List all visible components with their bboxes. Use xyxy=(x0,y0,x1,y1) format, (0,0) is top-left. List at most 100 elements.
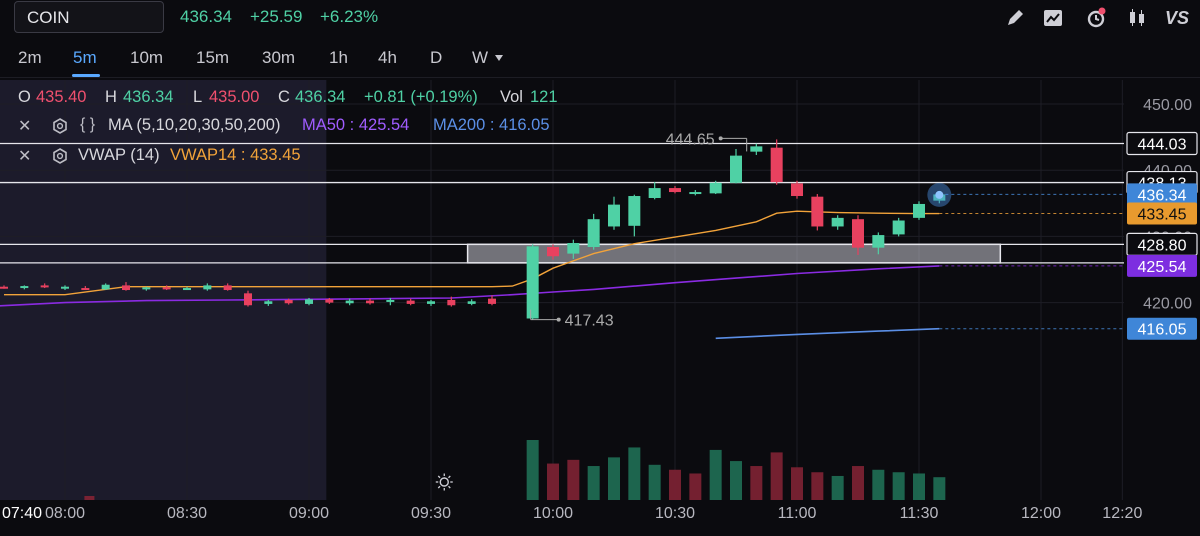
price-tag-label: 425.54 xyxy=(1138,259,1187,276)
candle-body xyxy=(831,217,844,227)
close-icon[interactable]: ✕ xyxy=(18,118,32,135)
ma200-value: MA200 : 416.05 xyxy=(433,116,550,134)
price-change: +25.59 xyxy=(250,7,303,26)
price-tag xyxy=(1127,317,1197,340)
x-tick-label: 11:30 xyxy=(900,505,939,522)
last-price: 436.34 xyxy=(180,7,232,26)
volume-bar xyxy=(831,475,844,502)
candle-body xyxy=(567,243,580,254)
candle-body xyxy=(689,192,702,195)
candle-body xyxy=(750,146,763,152)
x-tick-label: 11:00 xyxy=(778,505,817,522)
price-chart[interactable]: 444.65417.43450.00440.00430.00420.00444.… xyxy=(0,80,1200,536)
low-marker-dot xyxy=(556,317,561,322)
vwap-value: VWAP14 : 433.45 xyxy=(170,146,301,164)
candle-body xyxy=(811,196,824,227)
x-tick-label: 08:30 xyxy=(167,505,207,522)
price-change-pct: +6.23% xyxy=(320,7,379,26)
tab-d[interactable]: D xyxy=(430,48,443,67)
x-tick-label: 12:00 xyxy=(1021,505,1061,522)
volume-bar xyxy=(709,449,722,502)
close-value: 436.34 xyxy=(295,88,346,106)
tab-30m[interactable]: 30m xyxy=(262,48,296,67)
volume-bar xyxy=(628,447,641,502)
ma-name: MA (5,10,20,30,50,200) xyxy=(108,116,281,134)
x-tick-label: 10:30 xyxy=(655,505,695,522)
volume-bar xyxy=(852,466,864,502)
candle-body xyxy=(162,287,171,290)
level-tag-label: 428.80 xyxy=(1138,237,1187,254)
alert-clock-icon[interactable] xyxy=(1084,5,1110,31)
active-tab-indicator xyxy=(72,74,100,77)
ma50-value: MA50 : 425.54 xyxy=(302,116,410,134)
last-price-dot xyxy=(935,190,944,199)
candles-icon[interactable] xyxy=(1124,5,1150,31)
chart-trend-icon[interactable] xyxy=(1040,5,1066,31)
volume-bar xyxy=(913,473,925,502)
x-tick-label: 09:00 xyxy=(289,505,329,522)
sun-icon-ray xyxy=(437,475,441,479)
sun-icon-ray xyxy=(448,475,451,479)
tab-w[interactable]: W xyxy=(472,48,489,67)
candle-body xyxy=(345,300,354,304)
volume-bar xyxy=(892,472,905,502)
code-icon[interactable]: { } xyxy=(80,116,96,133)
candle-body xyxy=(730,155,742,183)
candle-body xyxy=(526,246,539,319)
settings-icon[interactable] xyxy=(51,147,69,165)
volume-bar xyxy=(872,469,885,502)
close-icon[interactable]: ✕ xyxy=(18,148,32,165)
candle-body xyxy=(223,285,232,291)
candle-body xyxy=(20,286,29,289)
candle-body xyxy=(386,299,395,302)
volume-value: 121 xyxy=(530,88,558,106)
high-marker-dot xyxy=(718,136,723,141)
open-value: 435.40 xyxy=(36,88,87,106)
x-tick-label: 08:00 xyxy=(45,505,85,522)
settings-icon[interactable] xyxy=(51,117,69,135)
candle-body xyxy=(203,285,212,290)
tab-5m[interactable]: 5m xyxy=(73,48,97,67)
chevron-down-icon[interactable] xyxy=(494,54,504,62)
tab-2m[interactable]: 2m xyxy=(18,48,42,67)
candle-body xyxy=(913,203,925,218)
tab-1h[interactable]: 1h xyxy=(329,48,348,67)
candle-body xyxy=(648,188,661,199)
volume-bar xyxy=(689,473,702,502)
volume-bar xyxy=(811,472,824,502)
candle-body xyxy=(608,204,620,227)
candle-body xyxy=(628,196,641,226)
candle-body xyxy=(305,299,313,304)
tab-10m[interactable]: 10m xyxy=(130,48,164,67)
price-tag xyxy=(1127,202,1197,225)
price-tag-label: 416.05 xyxy=(1138,322,1187,339)
volume-label: Vol xyxy=(500,88,523,106)
tab-4h[interactable]: 4h xyxy=(378,48,397,67)
y-tick-label: 420.00 xyxy=(1143,296,1192,313)
symbol-text: COIN xyxy=(27,8,70,27)
price-tag xyxy=(1127,254,1197,277)
candle-body xyxy=(122,285,130,291)
volume-bar xyxy=(933,477,946,502)
volume-bar xyxy=(587,466,600,502)
high-marker-label: 444.65 xyxy=(666,131,715,148)
vs-icon[interactable]: VS xyxy=(1165,8,1190,28)
x-tick-label: 10:00 xyxy=(533,505,573,522)
candle-body xyxy=(547,246,559,257)
low-marker-label: 417.43 xyxy=(565,313,614,330)
volume-bar xyxy=(547,463,559,502)
high-label: H xyxy=(105,88,117,106)
tab-15m[interactable]: 15m xyxy=(196,48,230,67)
symbol-search-box[interactable]: COIN xyxy=(14,1,164,33)
candle-body xyxy=(427,301,435,304)
candle-body xyxy=(183,288,191,291)
pencil-icon[interactable] xyxy=(1002,5,1028,31)
sun-icon-ray xyxy=(437,485,441,489)
candle-body xyxy=(791,183,803,197)
high-value: 436.34 xyxy=(123,88,174,106)
level-tag-label: 444.03 xyxy=(1138,137,1187,154)
volume-bar xyxy=(648,464,661,502)
candle-body xyxy=(852,219,864,248)
candle-body xyxy=(770,147,783,183)
volume-bar xyxy=(770,452,783,502)
